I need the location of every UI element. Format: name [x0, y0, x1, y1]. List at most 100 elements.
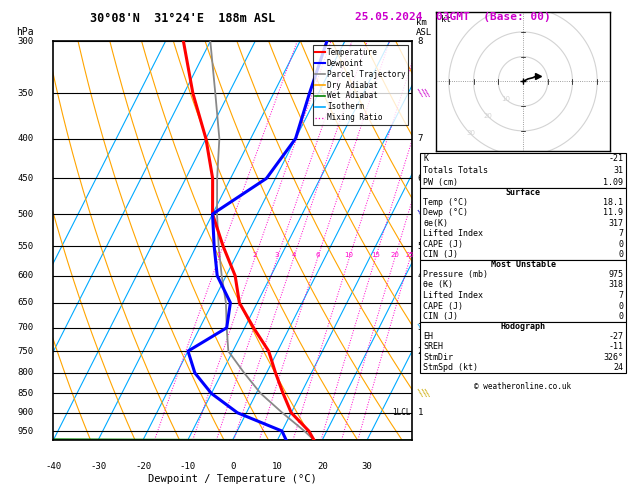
- Text: 20: 20: [390, 252, 399, 259]
- Text: 2: 2: [253, 252, 257, 259]
- Text: © weatheronline.co.uk: © weatheronline.co.uk: [474, 382, 572, 391]
- Text: 850: 850: [18, 389, 34, 398]
- Text: 350: 350: [18, 89, 34, 98]
- Text: 600: 600: [18, 271, 34, 280]
- Text: 400: 400: [18, 134, 34, 143]
- Text: 300: 300: [18, 37, 34, 46]
- Text: 900: 900: [18, 408, 34, 417]
- Text: 326°: 326°: [603, 353, 623, 362]
- Text: 25: 25: [406, 252, 415, 259]
- Text: CAPE (J): CAPE (J): [423, 240, 464, 249]
- Text: -40: -40: [45, 462, 62, 471]
- Text: 18.1: 18.1: [603, 198, 623, 207]
- Text: /: /: [423, 89, 433, 98]
- Text: 4: 4: [291, 252, 296, 259]
- Text: Most Unstable: Most Unstable: [491, 260, 555, 269]
- Text: 7: 7: [618, 229, 623, 238]
- Text: Pressure (mb): Pressure (mb): [423, 270, 488, 278]
- Text: 1: 1: [216, 252, 221, 259]
- Text: Lifted Index: Lifted Index: [423, 291, 483, 300]
- Text: 10: 10: [345, 252, 353, 259]
- Text: 11.9: 11.9: [603, 208, 623, 217]
- Text: 317: 317: [608, 219, 623, 227]
- Text: PW (cm): PW (cm): [423, 178, 459, 187]
- Text: 1: 1: [418, 408, 423, 417]
- Text: Surface: Surface: [506, 188, 540, 197]
- Text: Totals Totals: Totals Totals: [423, 166, 488, 175]
- Text: -21: -21: [608, 155, 623, 163]
- Text: Temp (°C): Temp (°C): [423, 198, 469, 207]
- Text: /: /: [420, 323, 430, 332]
- Text: 5: 5: [418, 242, 423, 251]
- Text: 1LCL: 1LCL: [392, 408, 411, 417]
- Text: CIN (J): CIN (J): [423, 250, 459, 259]
- Text: θe(K): θe(K): [423, 219, 448, 227]
- Text: θe (K): θe (K): [423, 280, 454, 289]
- Text: /: /: [417, 209, 426, 219]
- Text: hPa: hPa: [16, 27, 34, 37]
- Text: CAPE (J): CAPE (J): [423, 302, 464, 311]
- Text: /: /: [423, 323, 433, 332]
- Text: 2: 2: [418, 347, 423, 356]
- Text: -20: -20: [135, 462, 151, 471]
- Text: 10: 10: [501, 96, 510, 102]
- Text: 500: 500: [18, 209, 34, 219]
- Text: 1.09: 1.09: [603, 178, 623, 187]
- Text: /: /: [423, 209, 433, 219]
- Text: 31: 31: [613, 166, 623, 175]
- Text: StmDir: StmDir: [423, 353, 454, 362]
- Text: 700: 700: [18, 323, 34, 332]
- Text: 7: 7: [618, 291, 623, 300]
- Text: -10: -10: [180, 462, 196, 471]
- Text: Dewp (°C): Dewp (°C): [423, 208, 469, 217]
- Text: /: /: [417, 89, 426, 98]
- Text: 750: 750: [18, 347, 34, 356]
- Text: 20: 20: [317, 462, 328, 471]
- Text: 8: 8: [418, 37, 423, 46]
- Text: /: /: [420, 209, 430, 219]
- Text: -30: -30: [90, 462, 106, 471]
- Text: /: /: [417, 389, 426, 398]
- Text: /: /: [423, 389, 433, 398]
- Text: 0: 0: [618, 302, 623, 311]
- Text: 7: 7: [418, 134, 423, 143]
- Text: 15: 15: [371, 252, 380, 259]
- Text: 4: 4: [418, 271, 423, 280]
- Text: 3: 3: [275, 252, 279, 259]
- Text: 30°08'N  31°24'E  188m ASL: 30°08'N 31°24'E 188m ASL: [90, 12, 275, 25]
- Text: 6: 6: [418, 174, 423, 183]
- Text: /: /: [420, 89, 430, 98]
- Text: 10: 10: [272, 462, 283, 471]
- Text: Hodograph: Hodograph: [501, 322, 545, 331]
- Text: 24: 24: [613, 364, 623, 372]
- Text: kt: kt: [442, 15, 452, 24]
- Text: SREH: SREH: [423, 342, 443, 351]
- Text: EH: EH: [423, 332, 433, 341]
- Text: CIN (J): CIN (J): [423, 312, 459, 321]
- Text: 25.05.2024  03GMT  (Base: 00): 25.05.2024 03GMT (Base: 00): [355, 12, 551, 22]
- Text: 30: 30: [362, 462, 372, 471]
- Text: Lifted Index: Lifted Index: [423, 229, 483, 238]
- Text: 800: 800: [18, 368, 34, 378]
- Text: /: /: [420, 389, 430, 398]
- Text: 3: 3: [418, 323, 423, 332]
- Text: 0: 0: [618, 240, 623, 249]
- Text: 318: 318: [608, 280, 623, 289]
- Text: 650: 650: [18, 298, 34, 307]
- Text: /: /: [417, 323, 426, 332]
- Text: -27: -27: [608, 332, 623, 341]
- Text: km
ASL: km ASL: [416, 18, 431, 37]
- Text: StmSpd (kt): StmSpd (kt): [423, 364, 478, 372]
- Text: -11: -11: [608, 342, 623, 351]
- Text: 0: 0: [230, 462, 235, 471]
- Text: 30: 30: [467, 130, 476, 137]
- Text: 0: 0: [618, 312, 623, 321]
- Text: 975: 975: [608, 270, 623, 278]
- Text: 0: 0: [618, 250, 623, 259]
- Text: 550: 550: [18, 242, 34, 251]
- Text: Mixing Ratio (g/kg): Mixing Ratio (g/kg): [438, 193, 447, 288]
- Text: 6: 6: [315, 252, 320, 259]
- Text: 950: 950: [18, 427, 34, 435]
- Text: 450: 450: [18, 174, 34, 183]
- Text: K: K: [423, 155, 428, 163]
